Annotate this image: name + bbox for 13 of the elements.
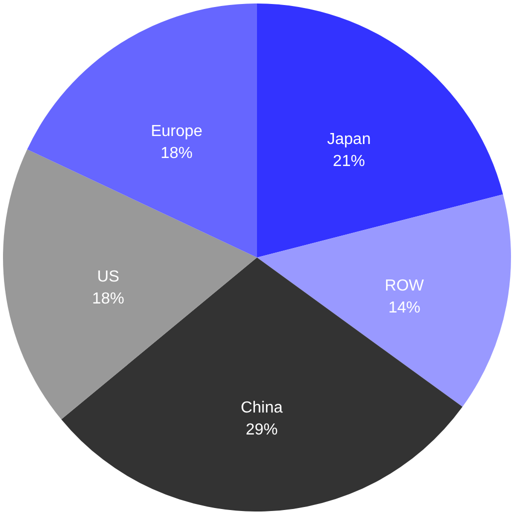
slice-label: US [97, 268, 120, 286]
data-label: 21% [332, 152, 365, 170]
pie-slice [27, 4, 257, 258]
slice-label: Japan [327, 130, 371, 148]
pie-slice [61, 258, 462, 512]
slice-label: ROW [384, 278, 425, 295]
slice-label: Europe [150, 122, 203, 140]
slice-label: China [240, 399, 283, 416]
data-label: 18% [92, 290, 124, 308]
pie-slice [257, 4, 504, 258]
data-label: 14% [388, 300, 420, 317]
data-label: 29% [246, 421, 278, 438]
data-label: 18% [160, 144, 193, 162]
